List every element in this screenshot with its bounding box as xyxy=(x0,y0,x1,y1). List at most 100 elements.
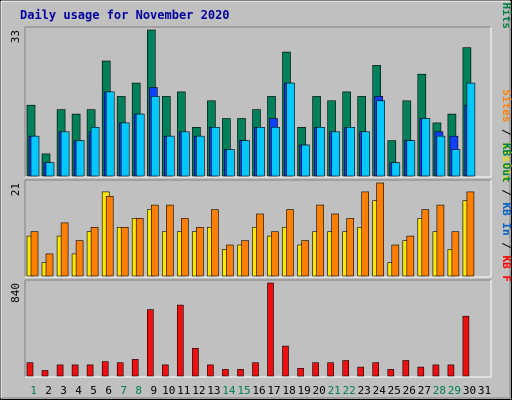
kbytes-bar-kb-f-29 xyxy=(447,364,455,377)
kbytes-bar-kb-f-11 xyxy=(177,304,184,377)
hits-bar-pages-10 xyxy=(166,135,175,177)
hits-bar-pages-5 xyxy=(90,127,100,177)
kbytes-bar-kb-f-12 xyxy=(192,347,199,377)
hits-bar-pages-15 xyxy=(241,140,250,177)
hits-bar-pages-17 xyxy=(271,127,280,177)
x-tick-label-9: 9 xyxy=(150,384,157,397)
hits-bar-pages-20 xyxy=(316,127,325,177)
x-tick-label-14: 14 xyxy=(222,384,236,397)
visits-bar-sites-15 xyxy=(241,240,249,277)
hits-bars xyxy=(26,29,476,177)
hits-legend-item-4: Hits xyxy=(500,3,512,30)
hits-bar-pages-28 xyxy=(436,135,446,177)
visits-legend-item-1: / xyxy=(500,122,512,142)
kbytes-legend: KB Out / KB In / KB F xyxy=(500,143,512,282)
kbytes-bar-kb-f-30 xyxy=(462,315,470,377)
x-tick-label-26: 26 xyxy=(403,384,416,397)
visits-bar-sites-18 xyxy=(286,209,294,277)
kbytes-legend-item-2: KB In xyxy=(500,203,512,236)
visits-bar-sites-13 xyxy=(211,209,219,277)
x-tick-label-23: 23 xyxy=(358,384,371,397)
kbytes-bar-kb-f-1 xyxy=(26,362,34,377)
visits-bars xyxy=(26,182,475,277)
visits-bar-sites-19 xyxy=(301,240,309,277)
kbytes-bar-kb-f-28 xyxy=(432,364,440,377)
hits-bar-pages-13 xyxy=(211,127,220,177)
x-axis-labels: 1 2 3 4 5 6 7 8 9 10 11 12 13 14 15 16 17 18 19 20 21 22 23 24 2… xyxy=(30,384,491,397)
visits-bar-sites-1 xyxy=(30,231,39,277)
kbytes-bar-kb-f-2 xyxy=(41,370,49,377)
hits-bar-pages-23 xyxy=(361,131,371,177)
hits-bar-pages-27 xyxy=(421,118,431,177)
hits-bar-pages-4 xyxy=(75,140,85,177)
visits-bar-sites-11 xyxy=(181,218,189,277)
hits-bar-pages-19 xyxy=(301,144,310,177)
chart-title: Daily usage for November 2020 xyxy=(20,8,230,22)
kbytes-bar-kb-f-6 xyxy=(101,361,109,377)
x-tick-label-10: 10 xyxy=(162,384,175,397)
visits-legend-item-2: Visits xyxy=(500,142,512,182)
hits-bar-pages-25 xyxy=(391,162,401,177)
kbytes-bar-kb-f-22 xyxy=(342,360,350,377)
visits-bar-sites-25 xyxy=(391,244,400,277)
hits-bar-pages-7 xyxy=(120,122,130,177)
hits-bar-pages-18 xyxy=(286,82,295,177)
kbytes-bar-kb-f-15 xyxy=(237,369,244,377)
kbytes-bar-kb-f-17 xyxy=(267,282,274,377)
hits-bar-pages-22 xyxy=(346,127,356,177)
kbytes-bars xyxy=(26,282,470,377)
visits-bar-sites-24 xyxy=(376,182,385,277)
kbytes-bar-kb-f-20 xyxy=(312,362,319,377)
x-tick-label-5: 5 xyxy=(90,384,97,397)
visits-legend-item-0: Sites xyxy=(500,89,512,122)
kbytes-bar-kb-f-3 xyxy=(56,364,64,377)
kbytes-bar-kb-f-25 xyxy=(387,369,395,377)
hits-bar-pages-16 xyxy=(256,127,265,177)
visits-bar-sites-29 xyxy=(451,231,460,277)
visits-bar-sites-26 xyxy=(406,235,415,277)
x-tick-label-2: 2 xyxy=(45,384,52,397)
hits-bar-pages-1 xyxy=(30,135,40,177)
kbytes-bar-kb-f-23 xyxy=(357,366,365,377)
kbytes-legend-item-3: / xyxy=(500,236,512,256)
kbytes-bar-kb-f-7 xyxy=(116,362,124,377)
hits-bar-pages-29 xyxy=(451,149,461,177)
x-tick-label-28: 28 xyxy=(433,384,446,397)
visits-bar-sites-22 xyxy=(346,218,355,277)
x-tick-label-4: 4 xyxy=(75,384,82,397)
x-tick-label-3: 3 xyxy=(60,384,67,397)
kbytes-plot-area xyxy=(25,280,491,377)
x-tick-label-31: 31 xyxy=(478,384,491,397)
visits-bar-sites-9 xyxy=(151,204,159,277)
x-tick-label-19: 19 xyxy=(297,384,310,397)
kbytes-bar-kb-f-24 xyxy=(372,362,380,377)
x-tick-label-25: 25 xyxy=(388,384,401,397)
visits-bar-sites-27 xyxy=(421,209,430,277)
x-tick-label-11: 11 xyxy=(177,384,190,397)
kbytes-bar-kb-f-21 xyxy=(327,362,334,377)
visits-bar-sites-17 xyxy=(271,231,279,277)
x-tick-label-8: 8 xyxy=(135,384,142,397)
visits-bar-sites-6 xyxy=(105,196,114,277)
hits-bar-pages-11 xyxy=(181,131,190,177)
x-tick-label-17: 17 xyxy=(267,384,280,397)
hits-bar-pages-24 xyxy=(376,100,386,177)
x-tick-label-1: 1 xyxy=(30,384,37,397)
hits-bar-pages-12 xyxy=(196,135,205,177)
visits-bar-sites-5 xyxy=(90,227,99,277)
x-tick-label-22: 22 xyxy=(343,384,356,397)
kbytes-bar-kb-f-13 xyxy=(207,364,214,377)
visits-bar-sites-7 xyxy=(120,227,129,277)
x-tick-label-21: 21 xyxy=(328,384,341,397)
visits-bar-sites-2 xyxy=(45,253,54,277)
x-tick-label-12: 12 xyxy=(192,384,205,397)
x-tick-label-13: 13 xyxy=(207,384,220,397)
kbytes-bar-kb-f-4 xyxy=(71,364,79,377)
visits-max-label: 21 xyxy=(9,183,22,196)
kbytes-legend-item-4: KB F xyxy=(500,256,512,283)
panel-hits: 33 Pages / Files / Hits xyxy=(9,0,512,178)
visits-bar-sites-21 xyxy=(331,213,339,277)
x-tick-label-7: 7 xyxy=(120,384,127,397)
x-tick-label-29: 29 xyxy=(448,384,461,397)
